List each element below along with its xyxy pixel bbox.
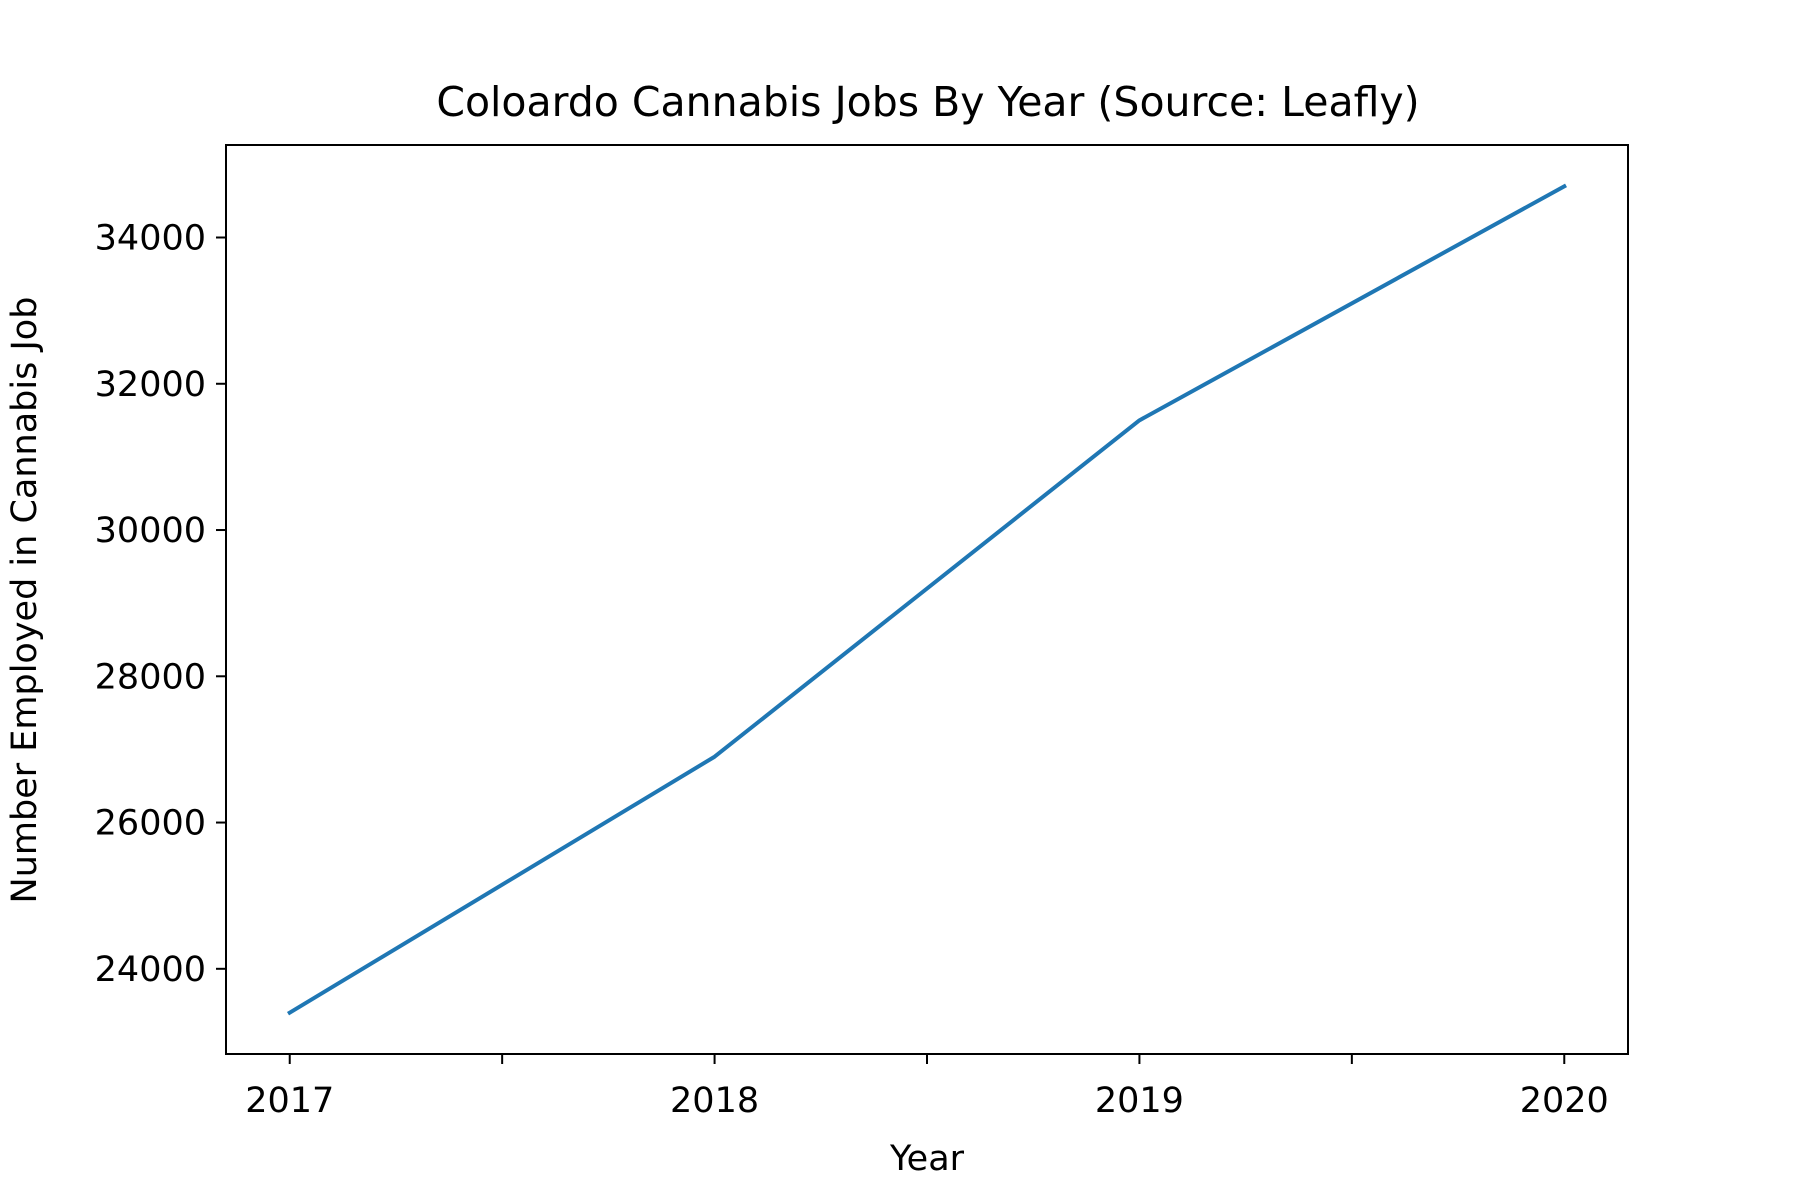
y-tick-label-24000: 24000 [95,950,206,990]
x-axis: 2017 2018 2019 2020 [245,1054,1609,1121]
x-tick-label-2017: 2017 [245,1081,334,1121]
y-tick-label-30000: 30000 [95,511,206,551]
x-axis-label: Year [889,1139,965,1179]
series-line-0 [286,183,1567,1016]
y-axis-label: Number Employed in Cannabis Job [5,297,45,904]
y-tick-label-32000: 32000 [95,365,206,405]
x-tick-label-2018: 2018 [670,1081,759,1121]
x-tick-label-2019: 2019 [1095,1081,1184,1121]
y-tick-label-26000: 26000 [95,804,206,844]
y-tick-label-34000: 34000 [95,219,206,259]
plot-frame [225,144,1629,1055]
chart-title: Coloardo Cannabis Jobs By Year (Source: … [436,78,1419,126]
y-tick-label-28000: 28000 [95,657,206,697]
plot-area [286,183,1567,1016]
y-axis: 24000 26000 28000 30000 32000 34000 [95,219,226,990]
x-tick-label-2020: 2020 [1520,1081,1609,1121]
